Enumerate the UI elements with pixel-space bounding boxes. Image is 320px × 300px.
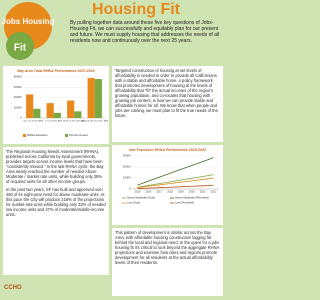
chart-title: Bay Area Total RHNA Performance 2007-201… <box>17 69 94 73</box>
x-tick-label: 2015 <box>135 190 141 194</box>
bar <box>94 79 102 118</box>
x-tick-label: 2019 <box>178 190 184 194</box>
x-tick-label: 2018 <box>167 190 173 194</box>
y-tick-label: 0 <box>129 187 131 191</box>
paragraph: Targeted construction of housing at set … <box>115 68 218 118</box>
text-box: The Regional Housing Needs Assessment (R… <box>3 147 109 275</box>
x-tick-label: Above Moderate (120%+ AMI) <box>81 120 108 123</box>
y-tick-label: 30000 <box>123 154 131 158</box>
x-tick-label: Low (51-80% AMI) <box>46 120 63 123</box>
bar <box>26 94 34 118</box>
legend-label: Low (Goal) <box>127 201 140 205</box>
y-tick-label: 60000 <box>14 85 22 89</box>
paragraph: This pattern of development is similar a… <box>115 230 220 265</box>
y-tick-label: 10000 <box>123 176 131 180</box>
footer-logo: CCHO <box>4 285 22 291</box>
legend-label: Permits Issued <box>69 133 88 137</box>
chart: Bay Area Total RHNA Performance 2007-201… <box>14 69 109 137</box>
x-tick-label: 2021 <box>200 190 206 194</box>
bar <box>74 111 82 118</box>
x-tick-label: 2017 <box>156 190 162 194</box>
x-tick-label: 2020 <box>189 190 195 194</box>
page: Jobs Housing Fit Housing Fit By pulling … <box>1 1 223 296</box>
text-box: Targeted construction of housing at set … <box>112 66 223 142</box>
bar <box>33 108 41 118</box>
x-tick-label: 2022 <box>211 190 217 194</box>
text-box: This pattern of development is similar a… <box>112 228 223 296</box>
bar <box>87 78 95 118</box>
y-tick-label: 40000 <box>14 95 22 99</box>
y-tick-label: 20000 <box>123 165 131 169</box>
chart-box: San Francisco RHNA Performance 2015-2022… <box>112 145 223 225</box>
title: Housing Fit <box>92 1 180 18</box>
y-tick-label: 80000 <box>14 75 22 79</box>
bar <box>67 100 75 118</box>
bar <box>53 112 61 118</box>
legend-label: Low (Permitted) <box>175 201 194 205</box>
legend-label: Above Moderate (Permitted) <box>175 196 209 200</box>
y-tick-label: 0 <box>20 116 22 120</box>
line <box>137 184 214 189</box>
line <box>137 157 214 186</box>
legend-label: RHNA Allocation <box>27 133 48 137</box>
chart: San Francisco RHNA Performance 2015-2022… <box>122 148 219 205</box>
line <box>137 174 214 188</box>
logo-text: Jobs Housing <box>2 17 55 26</box>
x-tick-label: Moderate (81-120% AMI) <box>63 120 86 123</box>
legend-swatch <box>23 134 26 137</box>
chart-title: San Francisco RHNA Performance 2015-2022 <box>129 148 206 152</box>
logo: Jobs Housing Fit <box>2 2 55 60</box>
line <box>137 177 214 189</box>
paragraph: The Regional Housing Needs Assessment (R… <box>6 149 104 184</box>
chart-box: Bay Area Total RHNA Performance 2007-201… <box>3 66 109 144</box>
logo-text: Fit <box>14 43 27 54</box>
paragraph: In the past two years, SF has built and … <box>6 187 106 217</box>
x-tick-label: 2016 <box>145 190 151 194</box>
legend-swatch <box>65 134 68 137</box>
legend-label: Above Moderate (Goal) <box>127 196 155 200</box>
x-tick-label: Very Low (0-50% AMI) <box>23 120 43 123</box>
y-tick-label: 20000 <box>14 105 22 109</box>
bar <box>46 103 54 118</box>
logo-circle <box>6 32 34 60</box>
intro: By pulling together data around these fi… <box>70 20 220 44</box>
